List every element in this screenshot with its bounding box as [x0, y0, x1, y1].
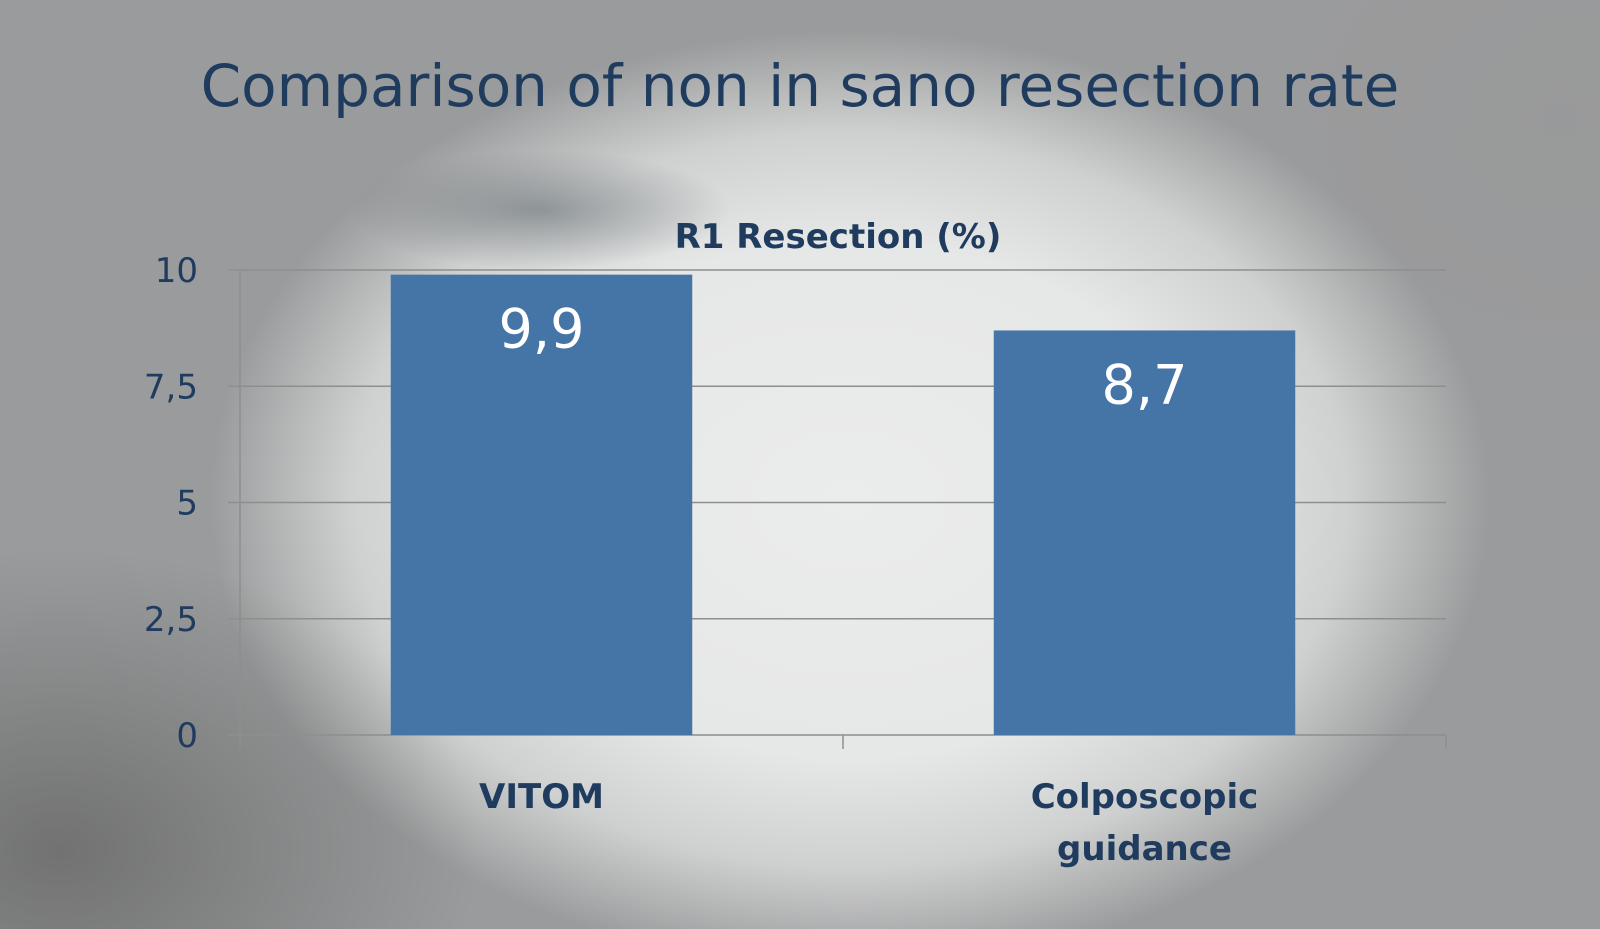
y-tick-label: 5: [176, 484, 198, 524]
x-category-label-line: Colposcopic: [1031, 777, 1259, 817]
slide-title: Comparison of non in sano resection rate: [200, 52, 1400, 120]
bar: [993, 330, 1296, 735]
chart-title: R1 Resection (%): [675, 217, 1002, 257]
x-category-label-line: VITOM: [479, 777, 604, 817]
y-tick-label: 10: [155, 251, 198, 291]
bar: [390, 274, 693, 735]
x-category-label: VITOM: [479, 777, 604, 817]
y-tick-label: 0: [176, 716, 198, 756]
y-tick-label: 2,5: [144, 600, 198, 640]
bar-data-label: 8,7: [1102, 353, 1188, 416]
bar-data-label: 9,9: [499, 298, 585, 361]
x-category-label: Colposcopic guidance: [1031, 777, 1259, 869]
x-category-label-line: guidance: [1057, 829, 1232, 869]
y-tick-label: 7,5: [144, 367, 198, 407]
